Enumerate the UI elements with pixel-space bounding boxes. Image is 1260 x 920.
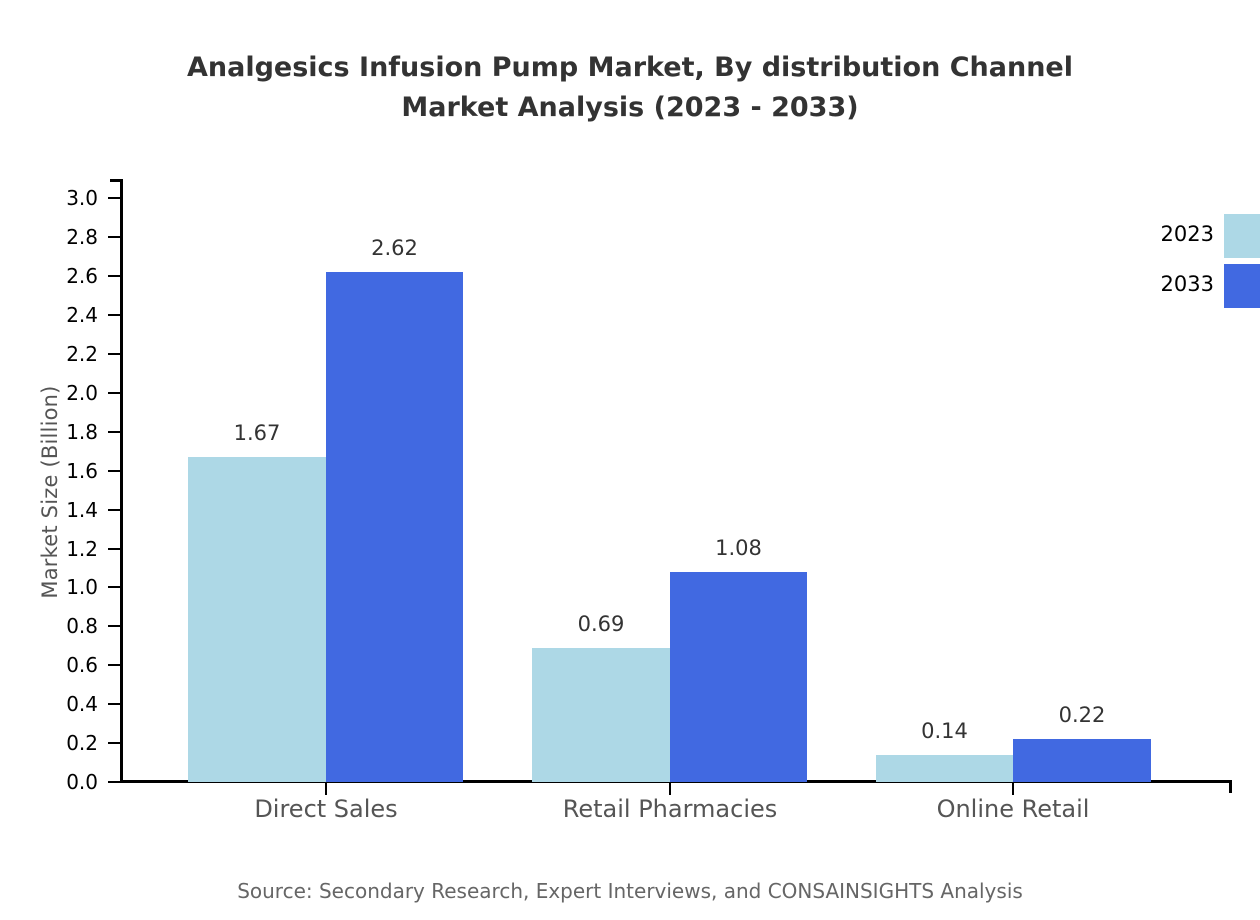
x-axis-end-cap — [1229, 780, 1232, 793]
y-axis-tick-label: 3.0 — [66, 186, 98, 211]
source-note: Source: Secondary Research, Expert Inter… — [237, 879, 1023, 903]
y-axis-tick — [108, 314, 122, 317]
y-axis-tick — [108, 508, 122, 511]
bar-2023-direct-sales[interactable] — [188, 457, 326, 782]
y-axis-tick-label: 0.4 — [66, 692, 98, 717]
y-axis-tick — [108, 703, 122, 706]
bar-2033-direct-sales[interactable] — [326, 272, 463, 782]
y-axis-tick-label: 0.8 — [66, 614, 98, 639]
x-axis-tick — [1012, 782, 1014, 795]
y-axis-tick — [108, 547, 122, 550]
y-axis-tick — [108, 586, 122, 589]
bar-value-label: 1.67 — [233, 421, 281, 446]
x-axis-category-label: Online Retail — [936, 795, 1090, 823]
y-axis-tick-label: 1.0 — [66, 575, 98, 600]
y-axis-tick — [108, 469, 122, 472]
legend-item-2023[interactable]: 2023 — [1110, 214, 1260, 258]
chart-title: Analgesics Infusion Pump Market, By dist… — [0, 48, 1260, 128]
y-axis-tick-label: 2.2 — [66, 342, 98, 367]
bar-2033-online-retail[interactable] — [1013, 739, 1151, 782]
y-axis-spine — [120, 179, 123, 783]
y-axis-tick — [108, 742, 122, 745]
bar-value-label: 1.08 — [715, 535, 762, 560]
y-axis-tick-label: 1.4 — [66, 497, 98, 522]
y-axis-tick — [108, 781, 122, 783]
y-axis-tick-label: 0.2 — [66, 731, 98, 756]
y-axis-tick-label: 2.6 — [66, 264, 98, 289]
y-axis-tick-label: 0.0 — [66, 770, 98, 794]
bar-value-label: 0.14 — [921, 718, 968, 743]
y-axis-tick — [108, 391, 122, 394]
y-axis-tick — [108, 430, 122, 433]
chart-title-line-1: Analgesics Infusion Pump Market, By dist… — [186, 52, 1073, 83]
chart-title-line-2: Market Analysis (2023 - 2033) — [401, 92, 859, 123]
legend-swatch-2033 — [1224, 264, 1260, 308]
y-axis-tick-label: 2.4 — [66, 303, 98, 328]
y-axis-tick — [108, 353, 122, 356]
legend-item-2033[interactable]: 2033 — [1110, 264, 1260, 308]
y-axis-tick — [108, 625, 122, 628]
legend-label-2023: 2023 — [1160, 222, 1214, 246]
y-axis-tick-label: 1.8 — [66, 419, 98, 444]
y-axis-tick-label: 2.8 — [66, 225, 98, 250]
bar-value-label: 2.62 — [371, 236, 418, 261]
bar-value-label: 0.69 — [577, 611, 625, 636]
y-axis-tick — [108, 236, 122, 239]
x-axis-category-label: Direct Sales — [254, 795, 398, 823]
y-axis-tick — [108, 664, 122, 667]
x-axis-tick — [325, 782, 327, 795]
y-axis-tick-label: 1.6 — [66, 458, 98, 483]
y-axis-tick-label: 0.6 — [66, 653, 98, 678]
y-axis-tick — [108, 275, 122, 278]
x-axis-tick — [669, 782, 671, 795]
legend-swatch-2023 — [1224, 214, 1260, 258]
bar-value-label: 0.22 — [1058, 703, 1106, 728]
y-axis-tick — [108, 197, 122, 200]
y-axis-tick-label: 1.2 — [66, 536, 98, 561]
bar-2023-retail-pharmacies[interactable] — [532, 647, 670, 782]
legend: 2023 2033 — [1110, 214, 1260, 314]
legend-label-2033: 2033 — [1160, 272, 1214, 296]
bar-2033-retail-pharmacies[interactable] — [670, 571, 807, 782]
x-axis-category-label: Retail Pharmacies — [562, 795, 778, 823]
y-axis-top-cap — [110, 179, 123, 182]
bar-2023-online-retail[interactable] — [876, 754, 1013, 782]
bars-layer — [122, 179, 1232, 782]
y-axis-tick-label: 2.0 — [66, 380, 98, 405]
